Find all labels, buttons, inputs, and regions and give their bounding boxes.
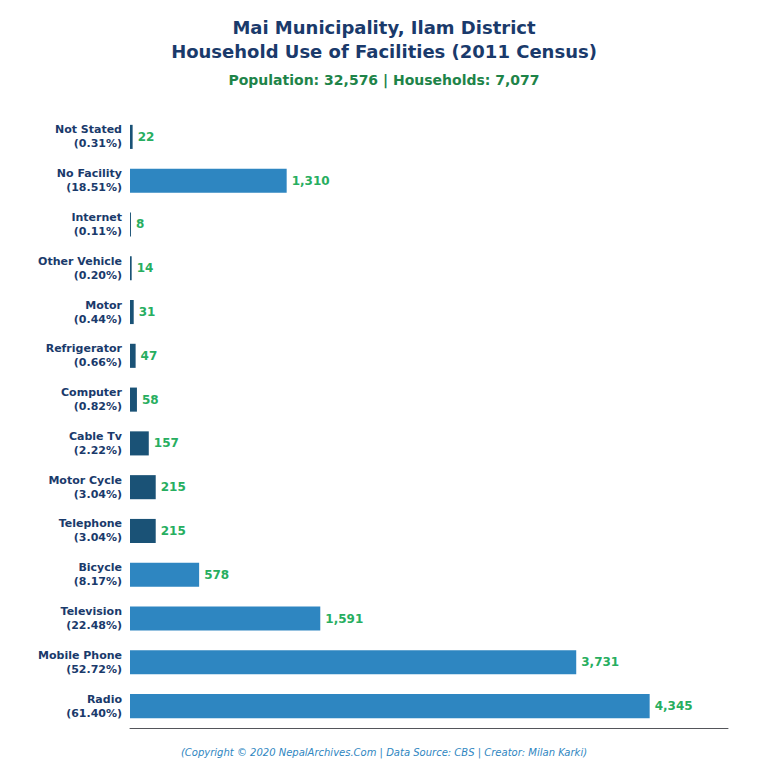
svg-text:58: 58 bbox=[142, 393, 159, 407]
svg-text:578: 578 bbox=[204, 568, 229, 582]
svg-text:(2.22%): (2.22%) bbox=[74, 444, 122, 457]
svg-text:(18.51%): (18.51%) bbox=[66, 181, 122, 194]
svg-text:31: 31 bbox=[139, 305, 156, 319]
svg-text:(Copyright © 2020 NepalArchive: (Copyright © 2020 NepalArchives.Com | Da… bbox=[181, 747, 587, 759]
svg-text:Not Stated: Not Stated bbox=[55, 123, 122, 136]
svg-text:215: 215 bbox=[161, 524, 186, 538]
svg-text:157: 157 bbox=[154, 436, 179, 450]
svg-text:Household Use of Facilities (2: Household Use of Facilities (2011 Census… bbox=[171, 41, 597, 62]
svg-text:Telephone: Telephone bbox=[59, 517, 122, 530]
svg-text:(3.04%): (3.04%) bbox=[74, 531, 122, 544]
svg-text:(0.82%): (0.82%) bbox=[74, 400, 122, 413]
svg-text:Internet: Internet bbox=[71, 211, 122, 224]
svg-text:(61.40%): (61.40%) bbox=[66, 707, 122, 720]
svg-text:1,310: 1,310 bbox=[292, 174, 330, 188]
svg-text:Mai Municipality, Ilam Distric: Mai Municipality, Ilam District bbox=[232, 17, 536, 38]
svg-text:(0.11%): (0.11%) bbox=[74, 225, 122, 238]
svg-text:Refrigerator: Refrigerator bbox=[46, 342, 123, 355]
svg-text:(0.20%): (0.20%) bbox=[74, 269, 122, 282]
svg-text:1,591: 1,591 bbox=[325, 612, 363, 626]
svg-text:Motor: Motor bbox=[85, 299, 122, 312]
svg-text:8: 8 bbox=[136, 217, 144, 231]
svg-text:No Facility: No Facility bbox=[57, 167, 122, 180]
svg-text:(52.72%): (52.72%) bbox=[66, 663, 122, 676]
svg-text:Television: Television bbox=[61, 605, 122, 618]
svg-text:Mobile Phone: Mobile Phone bbox=[38, 649, 122, 662]
svg-text:14: 14 bbox=[137, 261, 154, 275]
svg-text:Population: 32,576 | Household: Population: 32,576 | Households: 7,077 bbox=[228, 72, 539, 89]
svg-text:(0.66%): (0.66%) bbox=[74, 356, 122, 369]
svg-text:Bicycle: Bicycle bbox=[78, 561, 122, 574]
svg-text:Computer: Computer bbox=[61, 386, 123, 399]
svg-text:(0.44%): (0.44%) bbox=[74, 313, 122, 326]
svg-text:Radio: Radio bbox=[87, 693, 123, 706]
svg-text:(0.31%): (0.31%) bbox=[74, 137, 122, 150]
svg-text:(8.17%): (8.17%) bbox=[74, 575, 122, 588]
svg-text:22: 22 bbox=[138, 130, 155, 144]
svg-text:Other Vehicle: Other Vehicle bbox=[38, 255, 122, 268]
svg-text:(3.04%): (3.04%) bbox=[74, 488, 122, 501]
svg-text:Cable Tv: Cable Tv bbox=[69, 430, 123, 443]
svg-text:215: 215 bbox=[161, 480, 186, 494]
svg-text:4,345: 4,345 bbox=[655, 699, 693, 713]
svg-text:47: 47 bbox=[141, 349, 158, 363]
svg-text:(22.48%): (22.48%) bbox=[66, 619, 122, 632]
svg-text:Motor Cycle: Motor Cycle bbox=[48, 474, 122, 487]
svg-text:3,731: 3,731 bbox=[581, 655, 619, 669]
